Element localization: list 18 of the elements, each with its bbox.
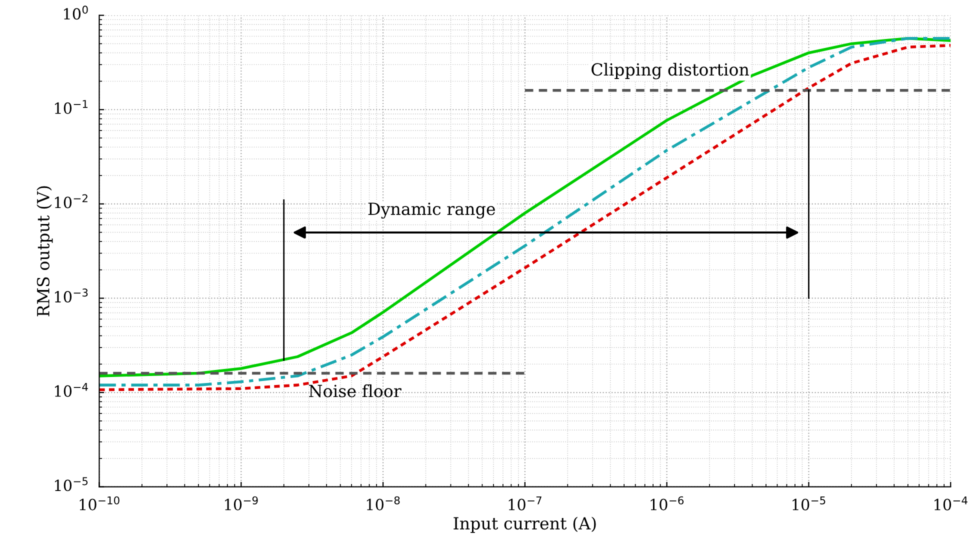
y-tick-label: 10$^{−4}$ xyxy=(54,382,88,397)
x-tick-label: 10$^{−9}$ xyxy=(225,496,258,510)
y-tick-label: 10$^{−5}$ xyxy=(54,477,88,492)
series-label: Clipping distortion xyxy=(592,62,750,80)
series-label: Noise floor xyxy=(309,384,402,398)
y-tick-label: 10$^{0}$ xyxy=(64,6,88,20)
x-tick-label: 10$^{−4}$ xyxy=(934,496,968,510)
y-tick-label: 10$^{−2}$ xyxy=(54,194,88,208)
y-axis-title: RMS output (V) xyxy=(36,186,53,316)
x-tick-label: 10$^{−5}$ xyxy=(792,496,826,510)
annotation: Dynamic range xyxy=(368,202,495,219)
y-tick-label: 10$^{−1}$ xyxy=(54,100,88,114)
x-axis-title: Input current (A) xyxy=(454,516,596,533)
y-tick-label: 10$^{−3}$ xyxy=(54,288,88,303)
x-tick-label: 10$^{−6}$ xyxy=(650,496,684,510)
x-tick-label: 10$^{−8}$ xyxy=(366,496,400,510)
x-tick-label: 10$^{−7}$ xyxy=(508,496,542,510)
x-tick-label: 10$^{−10}$ xyxy=(80,496,120,510)
